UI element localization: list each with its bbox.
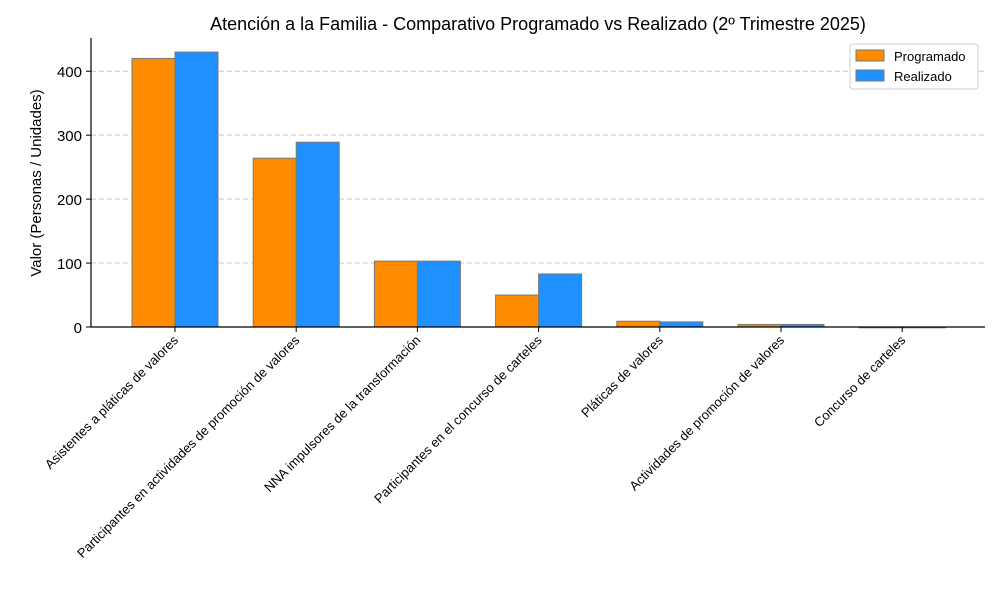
bar-realizado — [416, 260, 461, 328]
y-tick-label: 400 — [57, 64, 82, 81]
x-tick-label: Participantes en actividades de promoció… — [74, 332, 303, 561]
bar-realizado — [295, 141, 340, 328]
y-tick-label: 200 — [57, 192, 82, 209]
bar-programado — [131, 57, 176, 328]
y-tick-label: 0 — [74, 320, 82, 337]
legend-label: Realizado — [894, 69, 952, 84]
x-tick-label: Asistentes a pláticas de valores — [42, 332, 182, 472]
bar-realizado — [174, 51, 219, 328]
legend-swatch — [855, 49, 885, 62]
chart-title: Atención a la Familia - Comparativo Prog… — [210, 14, 866, 34]
bar-programado — [616, 320, 661, 328]
legend: Programado Realizado — [849, 43, 979, 90]
legend-label: Programado — [894, 49, 966, 64]
bar-realizado — [659, 321, 704, 328]
x-tick-label: Pláticas de valores — [578, 332, 666, 420]
y-tick-label: 300 — [57, 128, 82, 145]
bar-programado — [252, 157, 297, 328]
y-axis-label: Valor (Personas / Unidades) — [28, 89, 45, 276]
bar-realizado — [538, 273, 583, 328]
legend-swatch — [855, 69, 885, 82]
y-tick-label: 100 — [57, 256, 82, 273]
bar-programado — [495, 294, 540, 328]
x-tick-label: Concurso de carteles — [811, 332, 909, 430]
bar-programado — [373, 260, 418, 328]
